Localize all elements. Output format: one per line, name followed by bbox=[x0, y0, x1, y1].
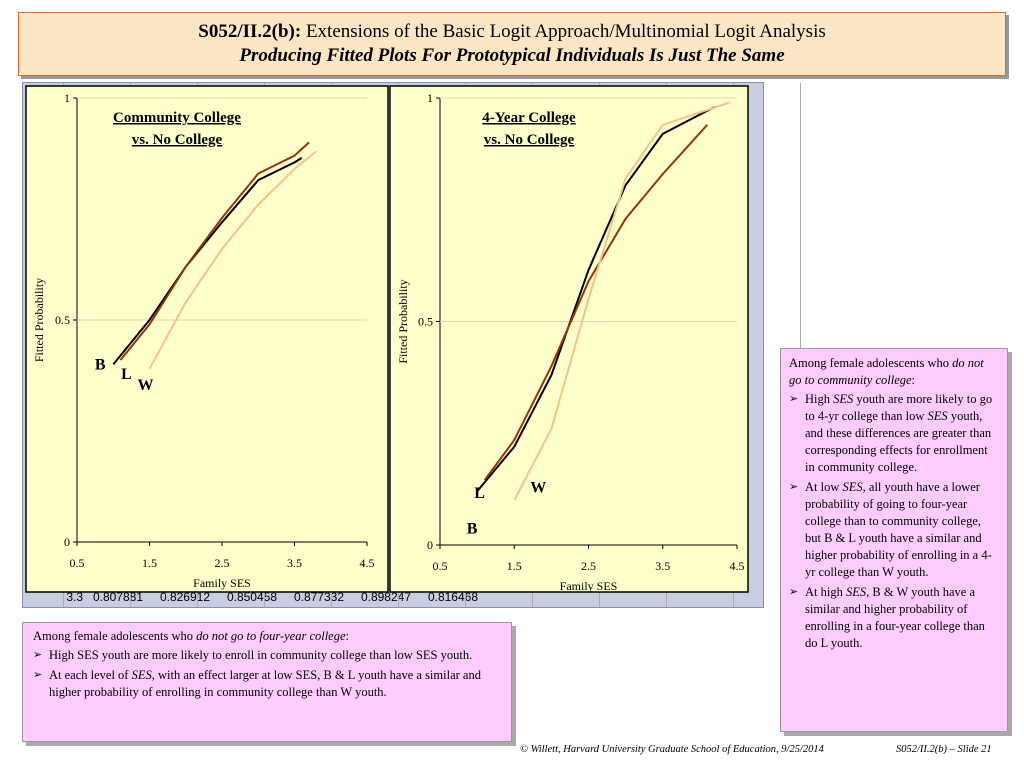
subtitle: Producing Fitted Plots For Prototypical … bbox=[239, 45, 785, 66]
y-axis-label: Fitted Probability bbox=[32, 278, 46, 362]
sheet-gridline bbox=[800, 83, 801, 607]
y-tick-label: 0.5 bbox=[55, 313, 70, 327]
title-rest: Extensions of the Basic Logit Approach/M… bbox=[301, 21, 826, 42]
y-axis-label: Fitted Probability bbox=[396, 279, 410, 363]
left-note: Among female adolescents who do not go t… bbox=[22, 622, 512, 742]
note-text: youth are more likely to go to 4-yr coll… bbox=[805, 392, 993, 423]
chart-title: 4-Year College bbox=[482, 110, 576, 126]
series-label: L bbox=[474, 485, 485, 502]
series-label: W bbox=[530, 479, 546, 496]
note-intro: Among female adolescents who do not go t… bbox=[789, 355, 997, 389]
note-text: At high bbox=[805, 585, 846, 599]
title-bold: S052/II.2(b): bbox=[198, 21, 302, 42]
note-text: : bbox=[911, 373, 916, 387]
title: S052/II.2(b): Extensions of the Basic Lo… bbox=[19, 20, 1005, 44]
note-text: , all youth have a lower probability of … bbox=[805, 480, 992, 579]
note-text: High SES youth are more likely to enroll… bbox=[49, 648, 473, 662]
note-bullet: At each level of SES, with an effect lar… bbox=[33, 667, 501, 701]
y-tick-label: 0.5 bbox=[418, 315, 433, 329]
footer-credit: © Willett, Harvard University Graduate S… bbox=[520, 744, 824, 755]
note-text: SES bbox=[845, 585, 867, 599]
note-text: At each level of bbox=[49, 668, 132, 682]
note-bullet: At low SES, all youth have a lower proba… bbox=[789, 479, 997, 581]
series-line bbox=[119, 141, 310, 361]
note-text: Among female adolescents who bbox=[789, 356, 953, 370]
note-bullet: High SES youth are more likely to go to … bbox=[789, 391, 997, 476]
note-text: do not go to community college bbox=[789, 356, 984, 387]
x-tick-label: 2.5 bbox=[581, 559, 596, 573]
x-tick-label: 0.5 bbox=[70, 556, 85, 570]
x-axis-label: Family SES bbox=[193, 576, 251, 590]
y-tick-label: 1 bbox=[64, 91, 70, 105]
series-label: L bbox=[121, 366, 132, 383]
y-tick-label: 0 bbox=[64, 535, 70, 549]
x-axis-label: Family SES bbox=[560, 579, 618, 593]
note-text: SES bbox=[927, 409, 948, 423]
series-line bbox=[513, 101, 730, 501]
note-text: At low bbox=[805, 480, 843, 494]
footer-slide: S052/II.2(b) – Slide 21 bbox=[896, 744, 992, 755]
note-text: SES bbox=[842, 480, 863, 494]
y-tick-label: 0 bbox=[427, 538, 433, 552]
chart-panel bbox=[389, 85, 749, 593]
note-bullet: At high SES, B & W youth have a similar … bbox=[789, 584, 997, 652]
note-text: , B & W youth have a similar and higher … bbox=[805, 585, 985, 650]
x-tick-label: 1.5 bbox=[507, 559, 522, 573]
note-list: High SES youth are more likely to enroll… bbox=[33, 647, 501, 701]
note-list: High SES youth are more likely to go to … bbox=[789, 391, 997, 652]
series-label: W bbox=[138, 377, 154, 394]
note-intro: Among female adolescents who do not go t… bbox=[33, 628, 501, 645]
chart-title: Community College bbox=[113, 110, 241, 126]
note-text: Among female adolescents who bbox=[33, 629, 197, 643]
chart-panel bbox=[25, 85, 389, 593]
chart-title: vs. No College bbox=[132, 132, 223, 148]
series-line bbox=[483, 124, 709, 481]
chart-title: vs. No College bbox=[484, 132, 575, 148]
note-text: SES bbox=[131, 668, 152, 682]
note-text: : bbox=[345, 629, 350, 643]
x-tick-label: 4.5 bbox=[730, 559, 745, 573]
x-tick-label: 4.5 bbox=[360, 556, 375, 570]
x-tick-label: 2.5 bbox=[215, 556, 230, 570]
series-line bbox=[112, 157, 303, 366]
right-note: Among female adolescents who do not go t… bbox=[780, 348, 1008, 732]
y-tick-label: 1 bbox=[427, 91, 433, 105]
note-text: SES bbox=[833, 392, 854, 406]
note-text: , with an effect larger at low SES, B & … bbox=[49, 668, 481, 699]
note-text: High bbox=[805, 392, 834, 406]
series-line bbox=[476, 106, 716, 493]
series-label: B bbox=[467, 520, 478, 537]
title-box: S052/II.2(b): Extensions of the Basic Lo… bbox=[18, 12, 1006, 76]
x-tick-label: 3.5 bbox=[287, 556, 302, 570]
series-line bbox=[148, 150, 317, 370]
sheet-cell: 3.3 bbox=[66, 590, 83, 604]
x-tick-label: 1.5 bbox=[142, 556, 157, 570]
x-tick-label: 3.5 bbox=[655, 559, 670, 573]
note-bullet: High SES youth are more likely to enroll… bbox=[33, 647, 501, 664]
series-label: B bbox=[95, 356, 106, 373]
note-text: do not go to four-year college bbox=[196, 629, 346, 643]
note-text: youth, and these differences are greater… bbox=[805, 409, 992, 474]
x-tick-label: 0.5 bbox=[433, 559, 448, 573]
